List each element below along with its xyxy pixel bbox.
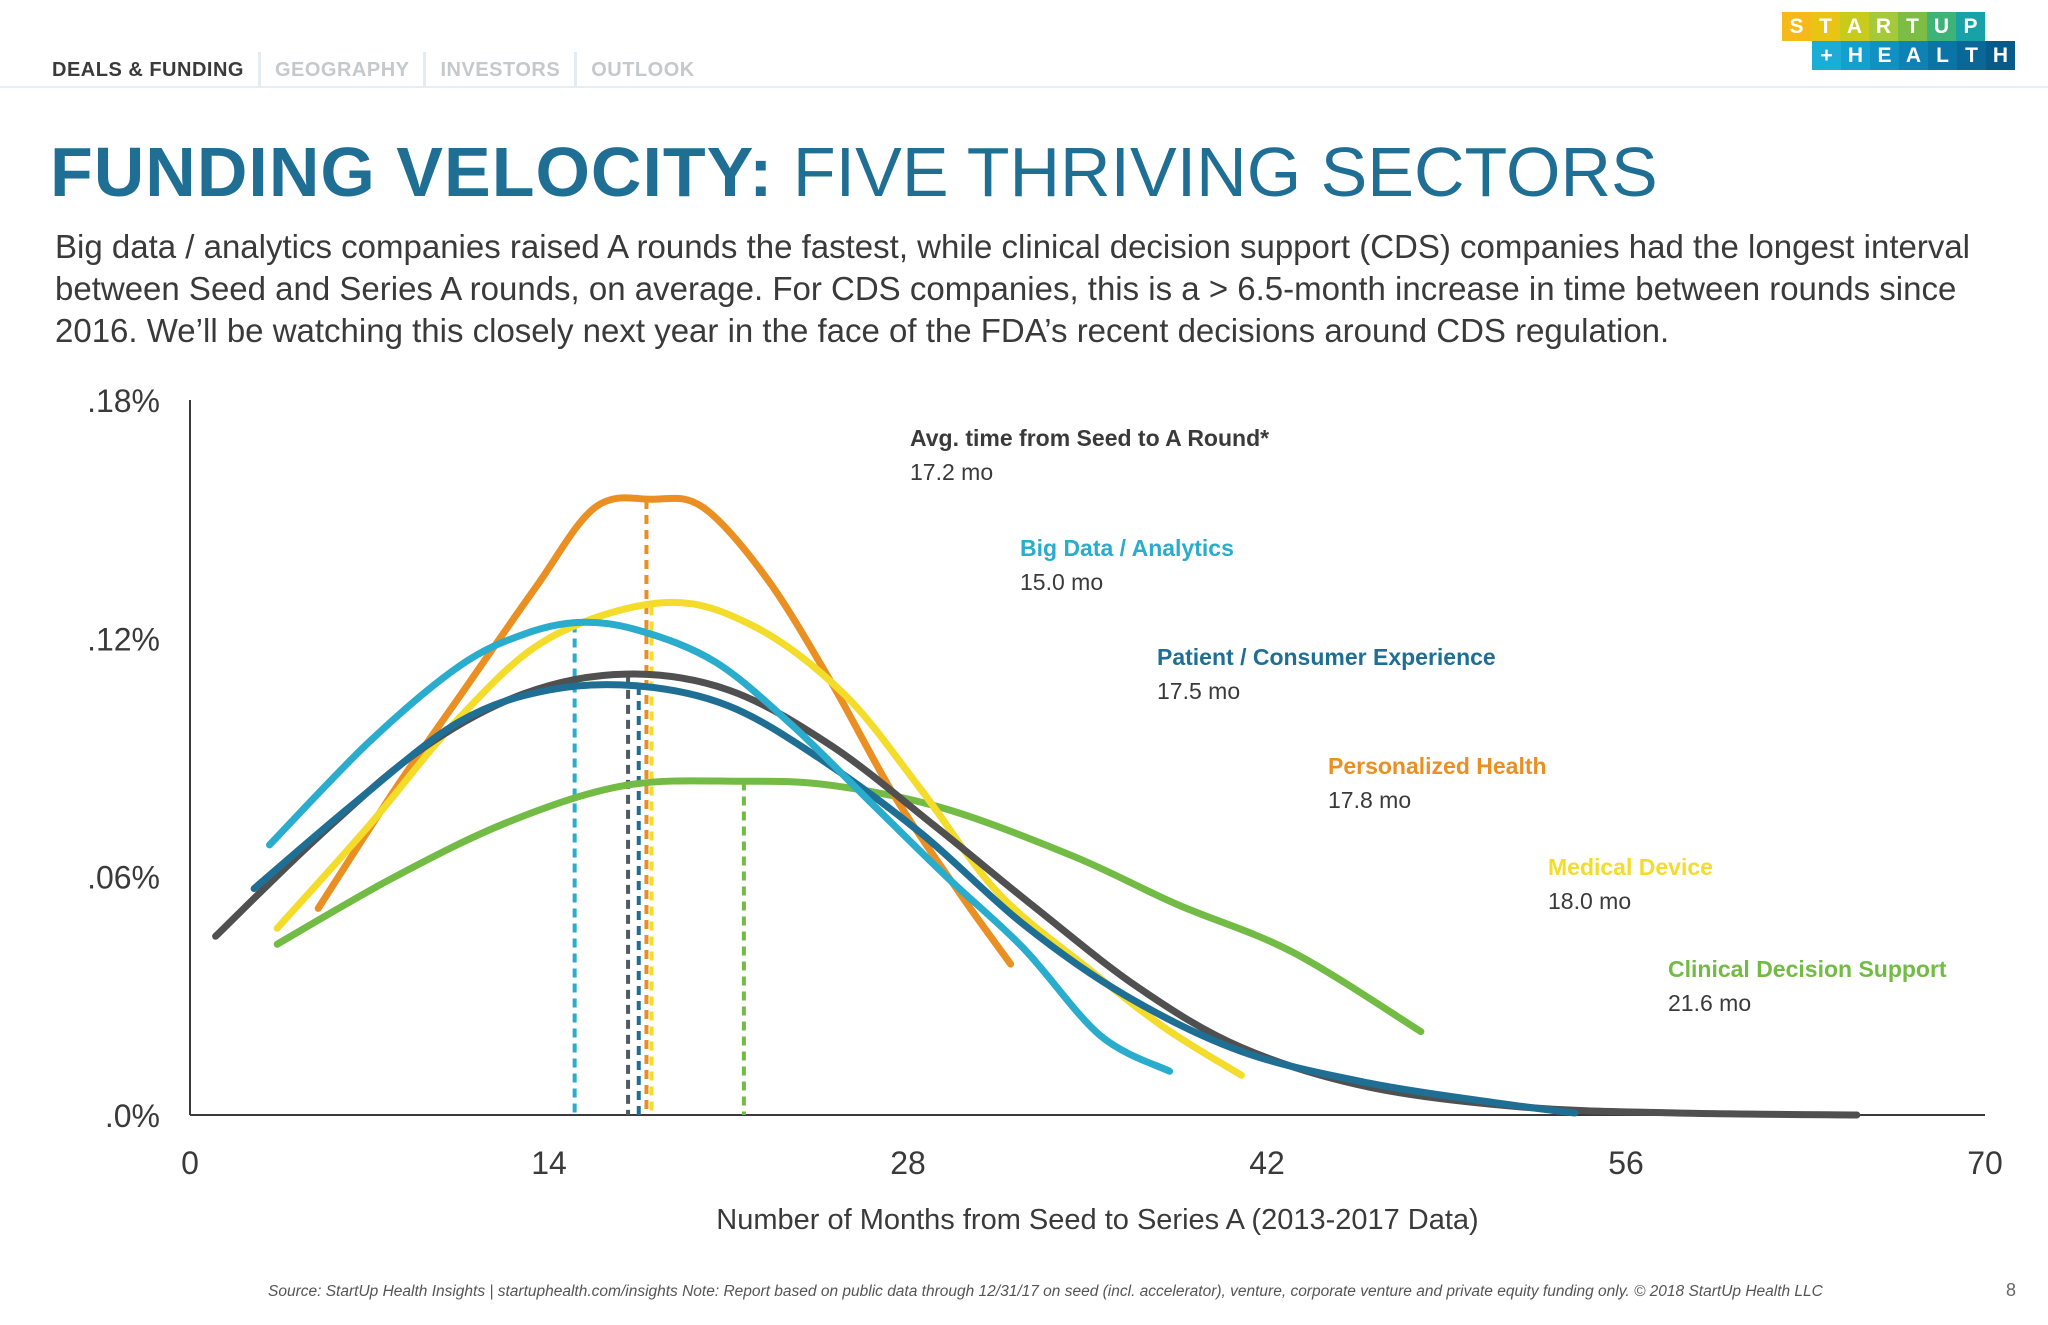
legend-entry-value: 21.6 mo	[1668, 990, 1751, 1016]
y-tick-label: .18%	[87, 383, 160, 419]
logo-letter: S	[1782, 12, 1811, 41]
logo-letter: U	[1927, 12, 1956, 41]
legend-title-value: 17.2 mo	[910, 459, 993, 485]
logo-letter: E	[1870, 41, 1899, 70]
legend-entry-value: 17.5 mo	[1157, 678, 1240, 704]
x-tick-label: 56	[1608, 1145, 1644, 1181]
page-subtitle: Big data / analytics companies raised A …	[55, 228, 1971, 349]
legend-entry-value: 15.0 mo	[1020, 569, 1103, 595]
source-note: Source: StartUp Health Insights | startu…	[268, 1283, 1823, 1300]
nav-divider	[0, 86, 2048, 88]
logo-letter: A	[1840, 12, 1869, 41]
logo-letter: H	[1986, 41, 2015, 70]
logo-letter: R	[1869, 12, 1898, 41]
tab-outlook[interactable]: OUTLOOK	[574, 52, 709, 88]
tab-investors[interactable]: INVESTORS	[423, 52, 574, 88]
logo-letter: A	[1899, 41, 1928, 70]
tab-deals-funding[interactable]: DEALS & FUNDING	[52, 59, 244, 81]
logo-letter: T	[1811, 12, 1840, 41]
x-tick-label: 0	[181, 1145, 199, 1181]
series-line	[273, 598, 1245, 1079]
legend-title: Avg. time from Seed to A Round*	[910, 425, 1269, 451]
legend-entry-name: Medical Device	[1548, 854, 1713, 880]
x-tick-label: 14	[531, 1145, 567, 1181]
page-number: 8	[2006, 1280, 2017, 1300]
series-line	[314, 494, 1015, 968]
x-axis-label: Number of Months from Seed to Series A (…	[716, 1204, 1478, 1236]
page-title-bold: FUNDING VELOCITY:	[50, 133, 774, 211]
series-line	[273, 777, 1425, 1036]
legend-entry-name: Clinical Decision Support	[1668, 956, 1947, 982]
legend-entry-name: Big Data / Analytics	[1020, 535, 1234, 561]
y-tick-label: .12%	[87, 621, 160, 657]
series-line	[250, 681, 1579, 1117]
legend-entry-name: Patient / Consumer Experience	[1157, 644, 1496, 670]
logo-letter: T	[1957, 41, 1986, 70]
x-tick-label: 42	[1249, 1145, 1285, 1181]
page-title: FUNDING VELOCITY: FIVE THRIVING SECTORS	[50, 132, 1658, 212]
logo-letter: H	[1841, 41, 1870, 70]
legend-entry-value: 17.8 mo	[1328, 787, 1411, 813]
x-tick-label: 70	[1967, 1145, 2003, 1181]
logo-row-bottom: + H E A L T H	[1812, 41, 2020, 70]
y-tick-label: .0%	[105, 1098, 160, 1134]
logo-letter: +	[1812, 41, 1841, 70]
page-title-light: FIVE THRIVING SECTORS	[792, 133, 1658, 211]
y-tick-label: .06%	[87, 860, 160, 896]
tab-geography[interactable]: GEOGRAPHY	[257, 52, 424, 88]
legend-entry-value: 18.0 mo	[1548, 888, 1631, 914]
series-line	[266, 618, 1174, 1075]
section-nav: DEALS & FUNDING GEOGRAPHY INVESTORS OUTL…	[52, 52, 709, 88]
logo-letter: T	[1898, 12, 1927, 41]
legend-entry-name: Personalized Health	[1328, 753, 1547, 779]
x-tick-label: 28	[890, 1145, 926, 1181]
logo-letter: L	[1928, 41, 1957, 70]
logo-letter: P	[1956, 12, 1985, 41]
